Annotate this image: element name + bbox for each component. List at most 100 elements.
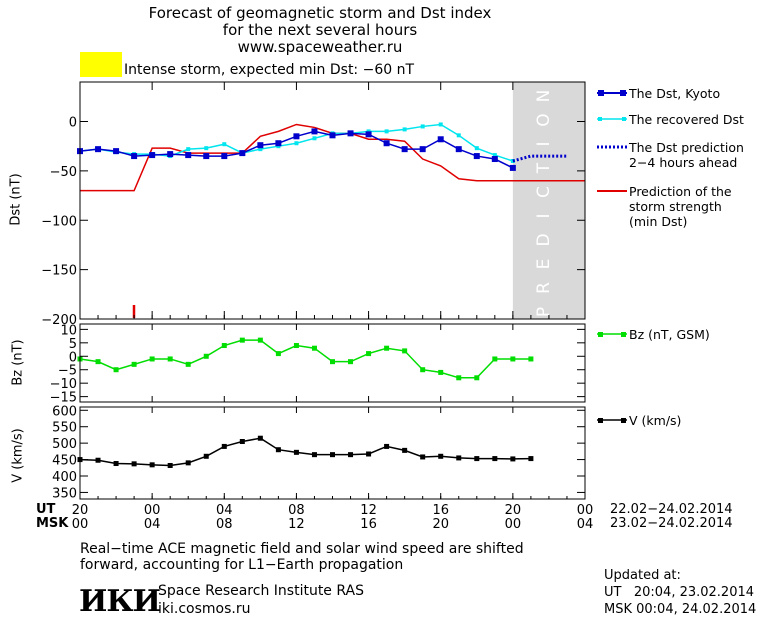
prediction-band-letter: O xyxy=(534,113,554,126)
ut-tick-label: 20 xyxy=(505,503,522,518)
dst-kyoto-line-point xyxy=(257,142,264,149)
v-line-point xyxy=(131,461,137,467)
msk-tick-label: 08 xyxy=(216,517,233,532)
prediction-band-letter: P xyxy=(534,307,554,317)
ut-date-range: 22.02−24.02.2014 xyxy=(610,502,733,517)
legend-recovered: The recovered Dst xyxy=(629,112,744,127)
institute-link[interactable]: iki.cosmos.ru xyxy=(158,601,251,617)
legend-recovered-symbol xyxy=(597,117,627,121)
bz-line-point xyxy=(113,367,119,373)
v-line-point xyxy=(95,457,101,463)
bz-line-point xyxy=(438,369,444,375)
prediction-band-letter: C xyxy=(534,186,554,198)
dst-kyoto-line-point xyxy=(329,132,336,139)
bz-line-point xyxy=(510,356,516,362)
dst-kyoto-line-point xyxy=(185,152,192,159)
y-tick-label: −10 xyxy=(50,377,77,392)
y-tick-label: 10 xyxy=(60,323,77,338)
bz-line-point xyxy=(275,351,281,357)
prediction-band-letter: D xyxy=(534,233,554,246)
storm-status-text: Intense storm, expected min Dst: −60 nT xyxy=(124,62,415,78)
prediction-band xyxy=(512,82,585,319)
bz-line-point xyxy=(131,361,137,367)
dst-kyoto-line-point xyxy=(383,140,390,147)
bz-line-point xyxy=(203,353,209,359)
v-line xyxy=(79,437,531,467)
footnote-line2: forward, accounting for L1−Earth propaga… xyxy=(80,557,404,573)
msk-tick-label: 04 xyxy=(577,517,594,532)
msk-date-range: 23.02−24.02.2014 xyxy=(610,516,733,531)
legend-v-symbol xyxy=(597,418,627,423)
legend-bz: Bz (nT, GSM) xyxy=(629,327,710,342)
bz-line-point xyxy=(348,359,354,365)
bz-axis-label: Bz (nT) xyxy=(10,339,26,386)
bz-line-point xyxy=(293,343,299,349)
ut-tick-label: 00 xyxy=(144,503,161,518)
y-tick-label: −150 xyxy=(41,264,77,279)
dst-kyoto-line-point xyxy=(293,133,300,140)
bz-line xyxy=(79,339,531,379)
dst-kyoto-line-point xyxy=(473,153,480,160)
dst-y-axis: 0 −50 −100 −150 −200 xyxy=(41,116,585,328)
dst-kyoto-line-point xyxy=(347,130,354,137)
v-line-point xyxy=(348,452,354,458)
v-line-point xyxy=(293,449,299,455)
prediction-band-letter: I xyxy=(534,213,554,218)
msk-tick-label: 04 xyxy=(144,517,161,532)
dst-kyoto-line-point xyxy=(455,146,462,153)
chart-title: Forecast of geomagnetic storm and Dst in… xyxy=(148,4,492,22)
msk-tick-label: 00 xyxy=(505,517,522,532)
bz-line-point xyxy=(330,359,335,365)
v-line-point xyxy=(113,461,119,467)
dst-kyoto-line-point xyxy=(491,156,498,163)
v-line-point xyxy=(239,439,245,444)
dst-panel: P R E D I CT I ON 0 −50 −100 −150 −200 xyxy=(41,81,586,328)
v-line-point xyxy=(366,451,372,457)
y-tick-label: 450 xyxy=(52,454,77,469)
prediction-band-label: P R E D I CT I ON xyxy=(534,90,554,317)
y-tick-label: 600 xyxy=(52,404,77,419)
bz-line-point xyxy=(528,356,534,362)
v-line-point xyxy=(257,435,263,441)
bz-line-point xyxy=(474,375,480,381)
bz-line-point xyxy=(149,356,155,362)
recovered-dst-line-point xyxy=(294,141,299,146)
y-tick-label: 500 xyxy=(52,437,77,452)
website-link[interactable]: www.spaceweather.ru xyxy=(237,38,403,56)
y-tick-label: 0 xyxy=(69,350,77,365)
recovered-dst-line-point xyxy=(402,127,407,132)
bz-line-point xyxy=(402,348,408,354)
msk-tick-label: 16 xyxy=(360,517,377,532)
v-axis-label: V (km/s) xyxy=(10,428,26,483)
dst-axis-label: Dst (nT) xyxy=(8,173,24,226)
legend-strength: Prediction of the storm strength (min Ds… xyxy=(629,184,732,229)
y-tick-label: −15 xyxy=(50,391,77,406)
msk-tick-label: 12 xyxy=(288,517,305,532)
dst-kyoto-line-point xyxy=(419,146,426,153)
ut-tick-label: 08 xyxy=(288,503,305,518)
legend-bz-symbol xyxy=(597,332,627,337)
recovered-dst-line-point xyxy=(492,153,497,158)
recovered-dst-line-point xyxy=(222,142,227,147)
recovered-dst-line-point xyxy=(438,122,443,127)
dst-kyoto-line-point xyxy=(131,153,138,160)
v-line-point xyxy=(221,443,227,449)
v-line-point xyxy=(384,443,390,449)
bz-line-point xyxy=(456,375,462,381)
v-line-point xyxy=(474,456,480,462)
dst-kyoto-line-point xyxy=(365,131,372,138)
institute-name: Space Research Institute RAS xyxy=(158,583,364,599)
y-tick-label: −200 xyxy=(41,313,77,328)
recovered-dst-line-point xyxy=(258,147,263,152)
prediction-band-letter: T xyxy=(534,162,554,174)
recovered-dst-line-point xyxy=(384,129,389,134)
bz-line-point xyxy=(167,356,173,362)
legend-dst-kyoto: The Dst, Kyoto xyxy=(629,86,721,101)
dst-kyoto-line-point xyxy=(437,136,444,143)
ut-tick-label: 00 xyxy=(577,503,594,518)
updated-msk: MSK 00:04, 24.02.2014 xyxy=(604,602,757,617)
